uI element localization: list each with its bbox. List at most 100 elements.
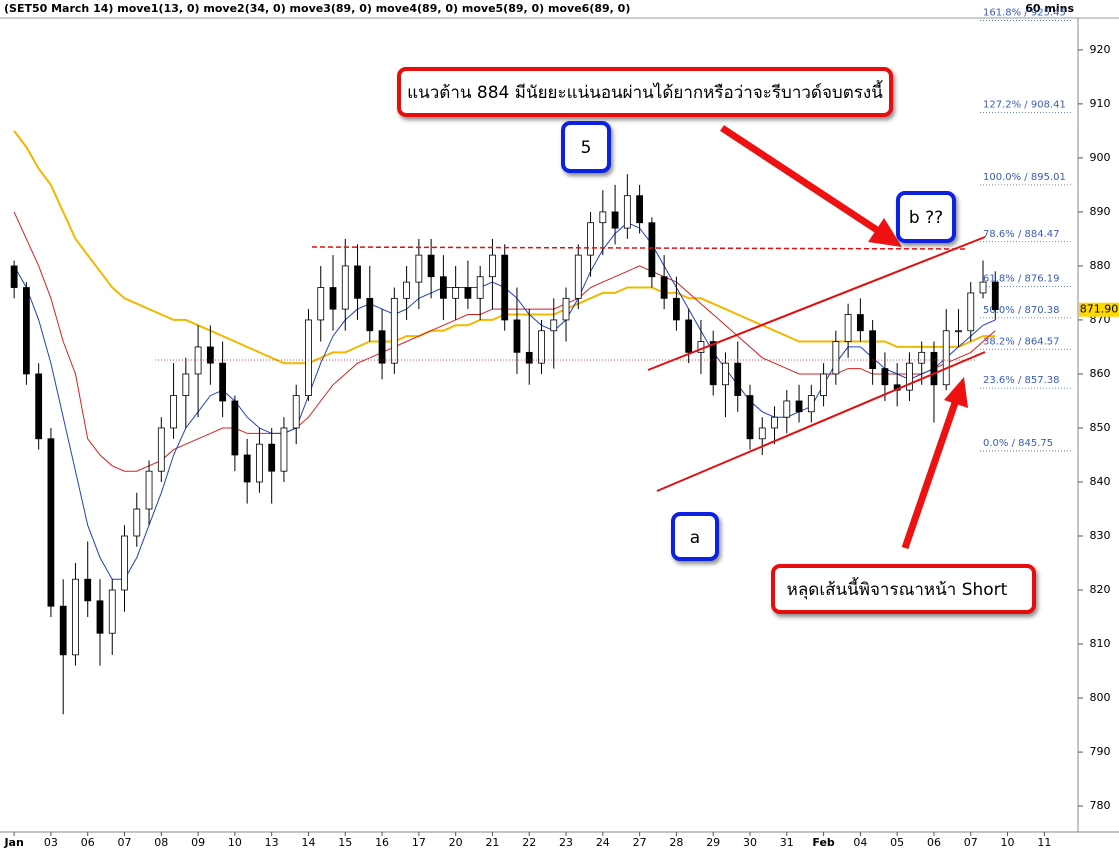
x-tick-label: 03 xyxy=(44,836,58,849)
resistance-line xyxy=(311,246,969,250)
candle-body xyxy=(305,319,312,396)
fib-label: 161.8% / 925.45 xyxy=(983,7,1066,18)
x-tick-label: 27 xyxy=(633,836,647,849)
candle-body xyxy=(268,443,276,472)
candle-body xyxy=(476,276,484,299)
candle-body xyxy=(243,454,251,483)
x-tick-label: Jan xyxy=(3,836,23,849)
candle-body xyxy=(746,395,754,440)
candle-body xyxy=(439,276,447,299)
candle-body xyxy=(930,351,938,386)
candle-body xyxy=(709,341,717,386)
arrow xyxy=(720,125,882,235)
chart-title: (SET50 March 14) move1(13, 0) move2(34, … xyxy=(4,2,630,15)
candle-body xyxy=(955,330,962,333)
x-tick-label: 05 xyxy=(890,836,904,849)
wave-5: 5 xyxy=(581,138,592,158)
y-tick-label: 850 xyxy=(1090,421,1111,434)
candle-body xyxy=(906,362,913,391)
x-tick-label: 17 xyxy=(412,836,426,849)
candle-body xyxy=(341,265,349,310)
candle-body xyxy=(415,254,423,283)
candle-body xyxy=(182,373,190,396)
candle-body xyxy=(157,427,165,472)
candle-body xyxy=(108,589,116,634)
candle-body xyxy=(660,276,668,299)
fib-label: 23.6% / 857.38 xyxy=(983,375,1059,386)
x-tick-label: 04 xyxy=(853,836,867,849)
x-tick-label: 28 xyxy=(669,836,683,849)
candle-body xyxy=(452,287,460,299)
fib-label: 127.2% / 908.41 xyxy=(983,99,1066,110)
x-tick-label: 07 xyxy=(118,836,132,849)
wave-label-box xyxy=(896,191,956,243)
x-tick-label: 16 xyxy=(375,836,389,849)
x-tick-label: 09 xyxy=(191,836,205,849)
callout-box xyxy=(771,564,1036,614)
candle-body xyxy=(206,346,214,364)
y-tick-label: 830 xyxy=(1090,529,1111,542)
short-note: หลุดเส้นนี้พิจารณาหน้า Short xyxy=(787,577,1008,600)
candle-body xyxy=(771,416,778,429)
candle-body xyxy=(918,351,926,364)
candle-body xyxy=(942,330,950,386)
candle-body xyxy=(881,368,889,386)
channel-lower xyxy=(656,351,986,492)
candle-body xyxy=(59,605,67,656)
wave-b: b ?? xyxy=(909,208,943,228)
candle-body xyxy=(194,346,202,375)
candle-body xyxy=(354,265,361,299)
candle-body xyxy=(844,314,852,342)
candle-body xyxy=(121,535,128,591)
candle-body xyxy=(550,319,558,332)
y-tick-label: 800 xyxy=(1090,691,1111,704)
candle-body xyxy=(673,297,680,321)
arrow-head xyxy=(868,218,902,247)
candle-body xyxy=(856,314,864,332)
candle-body xyxy=(758,427,766,440)
fib-label: 78.6% / 884.47 xyxy=(983,229,1059,240)
candle-body xyxy=(562,297,570,321)
candle-body xyxy=(133,508,141,537)
candle-body xyxy=(979,281,987,294)
y-tick-label: 910 xyxy=(1090,97,1111,110)
y-tick-label: 780 xyxy=(1090,799,1111,812)
candle-body xyxy=(84,578,92,602)
candle-body xyxy=(96,600,104,634)
wave-a: a xyxy=(690,528,700,548)
candle-body xyxy=(648,222,656,278)
x-tick-label: 14 xyxy=(301,836,315,849)
candle-body xyxy=(820,373,827,396)
fib-label: 100.0% / 895.01 xyxy=(983,172,1066,183)
fib-label: 61.8% / 876.19 xyxy=(983,274,1059,285)
y-tick-label: 920 xyxy=(1090,43,1111,56)
candle-body xyxy=(292,395,300,429)
y-tick-label: 820 xyxy=(1090,583,1111,596)
fib-label: 50.0% / 870.38 xyxy=(983,305,1059,316)
candle-body xyxy=(170,395,177,429)
x-tick-label: 13 xyxy=(265,836,279,849)
candle-body xyxy=(685,319,693,353)
candle-body xyxy=(611,211,619,229)
candle-body xyxy=(10,265,18,288)
candle-body xyxy=(219,362,227,402)
arrow xyxy=(901,398,960,550)
candle-body xyxy=(280,427,288,472)
x-tick-label: 10 xyxy=(228,836,242,849)
fib-label: 38.2% / 864.57 xyxy=(983,336,1059,347)
x-tick-label: Feb xyxy=(812,836,835,849)
resistance-note: แนวต้าน 884 มีนัยยะแน่นอนผ่านได้ยากหรือว… xyxy=(407,80,883,103)
candle-body xyxy=(22,287,30,375)
candle-body xyxy=(501,254,509,321)
x-tick-label: 21 xyxy=(485,836,499,849)
x-tick-label: 23 xyxy=(559,836,573,849)
candle-body xyxy=(525,351,533,364)
candle-body xyxy=(722,362,729,386)
x-tick-label: 24 xyxy=(596,836,610,849)
x-tick-label: 30 xyxy=(743,836,757,849)
candle-body xyxy=(795,400,803,413)
candle-body xyxy=(256,443,263,483)
candle-body xyxy=(587,222,594,256)
candle-body xyxy=(807,395,815,413)
